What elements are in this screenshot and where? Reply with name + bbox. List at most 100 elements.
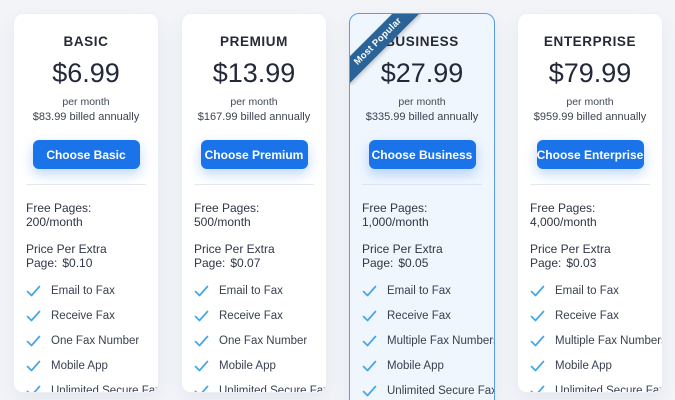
feature-row: Mobile App — [26, 360, 150, 372]
price-per-extra-page-label: Price Per Extra Page: — [26, 242, 107, 270]
feature-label: Email to Fax — [219, 285, 283, 297]
pricing-card: ENTERPRISE $79.99 per month $959.99 bill… — [517, 13, 663, 393]
feature-row: Email to Fax — [26, 285, 150, 297]
annual-billing-note: $167.99 billed annually — [197, 111, 311, 123]
free-pages-text: Free Pages: 1,000/month — [362, 201, 429, 229]
feature-row: Multiple Fax Numbers* — [362, 335, 494, 347]
price-per-extra-page-text: Price Per Extra Page: $0.10 — [26, 242, 148, 270]
feature-row: One Fax Number — [194, 335, 318, 347]
billing-period: per month — [566, 96, 614, 108]
check-icon — [530, 385, 545, 392]
check-icon — [362, 285, 377, 297]
price-per-extra-page-label: Price Per Extra Page: — [194, 242, 275, 270]
price-per-extra-page-label: Price Per Extra Page: — [530, 242, 611, 270]
choose-plan-button[interactable]: Choose Basic — [32, 140, 140, 169]
check-icon — [362, 360, 377, 372]
feature-row: Unlimited Secure Fax Storage — [26, 385, 158, 392]
feature-row: Mobile App — [194, 360, 318, 372]
check-icon — [362, 385, 377, 397]
check-icon — [194, 285, 209, 297]
feature-row: Multiple Fax Numbers* — [530, 335, 662, 347]
check-icon — [194, 310, 209, 322]
feature-label: Mobile App — [555, 360, 612, 372]
plan-price: $27.99 — [380, 58, 464, 88]
feature-list: Email to Fax Receive Fax One Fax Number — [194, 285, 326, 392]
feature-row: Email to Fax — [194, 285, 318, 297]
check-icon — [26, 385, 41, 392]
feature-label: One Fax Number — [219, 335, 308, 347]
annual-billing-note: $959.99 billed annually — [533, 111, 647, 123]
divider — [530, 184, 650, 185]
feature-label: Multiple Fax Numbers* — [555, 335, 663, 347]
feature-list: Email to Fax Receive Fax One Fax Number — [26, 285, 158, 392]
feature-label: Mobile App — [51, 360, 108, 372]
divider — [194, 184, 314, 185]
plan-price: $6.99 — [52, 58, 120, 88]
feature-row: Email to Fax — [362, 285, 486, 297]
feature-row: Receive Fax — [26, 310, 150, 322]
divider — [362, 184, 482, 185]
price-per-extra-page-label: Price Per Extra Page: — [362, 242, 443, 270]
price-per-extra-page-text: Price Per Extra Page: $0.05 — [362, 242, 484, 270]
feature-list: Email to Fax Receive Fax Multiple Fax Nu… — [530, 285, 662, 392]
feature-row: One Fax Number — [26, 335, 150, 347]
plan-price: $13.99 — [212, 58, 296, 88]
feature-label: Unlimited Secure Fax Storage — [219, 385, 326, 393]
check-icon — [530, 335, 545, 347]
feature-row: Receive Fax — [362, 310, 486, 322]
feature-label: Unlimited Secure Fax Storage — [555, 385, 662, 393]
plan-price: $79.99 — [548, 58, 632, 88]
plan-name: BUSINESS — [385, 34, 459, 49]
feature-label: Email to Fax — [51, 285, 115, 297]
feature-label: One Fax Number — [51, 335, 140, 347]
check-icon — [26, 285, 41, 297]
price-per-extra-page-value: $0.05 — [398, 256, 429, 270]
choose-plan-button[interactable]: Choose Business — [368, 140, 476, 169]
feature-list: Email to Fax Receive Fax Multiple Fax Nu… — [362, 285, 494, 400]
check-icon — [194, 335, 209, 347]
annual-billing-note: $83.99 billed annually — [32, 111, 140, 123]
check-icon — [194, 360, 209, 372]
feature-label: Unlimited Secure Fax Storage — [387, 385, 494, 397]
price-per-extra-page-value: $0.03 — [566, 256, 597, 270]
feature-row: Email to Fax — [530, 285, 654, 297]
feature-label: Receive Fax — [387, 310, 451, 322]
feature-row: Unlimited Secure Fax Storage — [194, 385, 326, 392]
pricing-card: PREMIUM $13.99 per month $167.99 billed … — [181, 13, 327, 393]
free-pages-text: Free Pages: 500/month — [194, 201, 260, 229]
feature-label: Receive Fax — [555, 310, 619, 322]
feature-row: Mobile App — [362, 360, 486, 372]
pricing-cards: BASIC $6.99 per month $83.99 billed annu… — [13, 13, 663, 400]
check-icon — [530, 360, 545, 372]
check-icon — [26, 360, 41, 372]
free-pages-text: Free Pages: 200/month — [26, 201, 92, 229]
feature-label: Email to Fax — [555, 285, 619, 297]
billing-period: per month — [398, 96, 446, 108]
pricing-card: Most Popular BUSINESS $27.99 per month $… — [349, 13, 495, 400]
price-per-extra-page-value: $0.10 — [62, 256, 93, 270]
price-per-extra-page-value: $0.07 — [230, 256, 261, 270]
price-per-extra-page-text: Price Per Extra Page: $0.07 — [194, 242, 316, 270]
divider — [26, 184, 146, 185]
plan-name: PREMIUM — [220, 34, 288, 49]
free-pages-text: Free Pages: 4,000/month — [530, 201, 597, 229]
check-icon — [26, 310, 41, 322]
check-icon — [362, 335, 377, 347]
feature-label: Mobile App — [387, 360, 444, 372]
pricing-card: BASIC $6.99 per month $83.99 billed annu… — [13, 13, 159, 393]
feature-row: Receive Fax — [530, 310, 654, 322]
billing-period: per month — [230, 96, 278, 108]
price-per-extra-page-text: Price Per Extra Page: $0.03 — [530, 242, 652, 270]
feature-row: Mobile App — [530, 360, 654, 372]
feature-label: Multiple Fax Numbers* — [387, 335, 495, 347]
check-icon — [362, 310, 377, 322]
plan-name: BASIC — [63, 34, 109, 49]
feature-label: Receive Fax — [219, 310, 283, 322]
feature-label: Unlimited Secure Fax Storage — [51, 385, 158, 393]
choose-plan-button[interactable]: Choose Enterprise — [536, 140, 644, 169]
feature-label: Mobile App — [219, 360, 276, 372]
billing-period: per month — [62, 96, 110, 108]
feature-row: Unlimited Secure Fax Storage — [362, 385, 494, 397]
choose-plan-button[interactable]: Choose Premium — [200, 140, 308, 169]
